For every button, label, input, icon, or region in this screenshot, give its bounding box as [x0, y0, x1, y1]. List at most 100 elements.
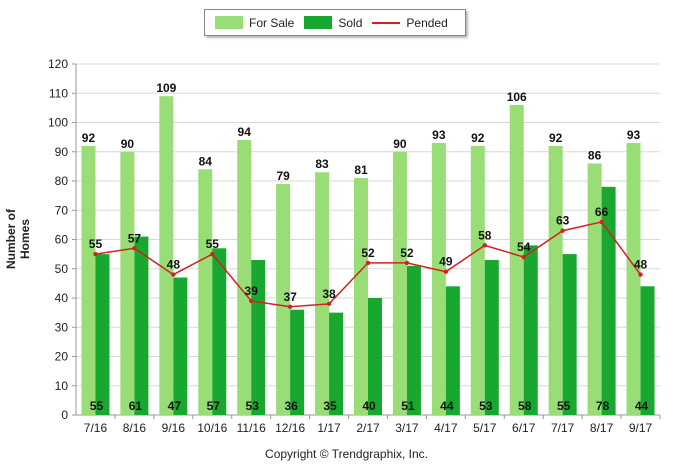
- y-tick-label: 0: [61, 408, 68, 422]
- bar-for-sale: [276, 183, 291, 415]
- bar-sold: [562, 254, 577, 415]
- data-label-sold: 35: [323, 399, 337, 413]
- data-label-sold: 58: [518, 399, 532, 413]
- bar-sold: [484, 259, 499, 415]
- bar-for-sale: [509, 104, 524, 415]
- bar-for-sale: [431, 142, 446, 415]
- data-label-for-sale: 81: [354, 163, 368, 177]
- legend-label-sold: Sold: [338, 15, 363, 30]
- data-label-sold: 44: [440, 399, 454, 413]
- bar-for-sale: [587, 163, 602, 415]
- bar-for-sale: [198, 169, 213, 415]
- data-label-sold: 40: [362, 399, 376, 413]
- bar-for-sale: [392, 151, 407, 415]
- data-label-for-sale: 83: [315, 157, 329, 171]
- bar-for-sale: [120, 151, 135, 415]
- x-tick-label: 7/16: [84, 421, 108, 435]
- x-tick-label: 2/17: [356, 421, 380, 435]
- data-label-sold: 53: [246, 399, 260, 413]
- x-tick-label: 11/16: [237, 421, 266, 435]
- bar-sold: [406, 265, 421, 415]
- data-label-sold: 57: [207, 399, 221, 413]
- data-label-pended: 48: [167, 258, 181, 272]
- point-pended: [132, 246, 137, 251]
- data-label-pended: 55: [206, 237, 220, 251]
- data-label-sold: 78: [596, 399, 610, 413]
- bar-for-sale: [237, 140, 252, 416]
- point-pended: [560, 228, 565, 233]
- data-label-for-sale: 92: [549, 131, 563, 145]
- point-pended: [521, 254, 526, 260]
- data-label-pended: 57: [128, 231, 142, 245]
- data-label-for-sale: 109: [156, 81, 176, 95]
- data-label-for-sale: 93: [627, 128, 641, 142]
- y-tick-label: 20: [55, 350, 69, 364]
- bar-for-sale: [159, 96, 174, 416]
- data-label-pended: 66: [595, 205, 609, 219]
- bar-sold: [290, 309, 305, 415]
- bar-sold: [251, 259, 266, 415]
- x-tick-label: 8/16: [123, 421, 147, 435]
- legend-swatch-for-sale: [215, 16, 243, 29]
- data-label-pended: 39: [245, 284, 259, 298]
- y-tick-label: 50: [55, 262, 69, 276]
- y-tick-label: 40: [55, 291, 69, 305]
- point-pended: [638, 272, 643, 277]
- y-tick-label: 30: [55, 320, 69, 334]
- point-pended: [443, 269, 449, 274]
- bar-for-sale: [81, 145, 96, 415]
- bar-for-sale: [354, 178, 368, 415]
- data-label-for-sale: 90: [121, 137, 135, 151]
- data-label-pended: 49: [439, 255, 453, 269]
- data-label-pended: 63: [556, 214, 570, 228]
- data-label-for-sale: 94: [238, 125, 252, 139]
- point-pended: [599, 219, 604, 225]
- data-label-for-sale: 86: [588, 148, 602, 162]
- y-tick-label: 120: [48, 57, 68, 71]
- data-label-for-sale: 92: [82, 131, 96, 145]
- x-tick-label: 4/17: [434, 421, 458, 435]
- point-pended: [93, 251, 98, 257]
- data-label-pended: 37: [283, 290, 297, 304]
- bar-sold: [601, 186, 616, 415]
- point-pended: [326, 301, 332, 307]
- x-tick-label: 9/16: [162, 421, 186, 435]
- data-label-sold: 51: [401, 399, 415, 413]
- point-pended: [171, 272, 176, 277]
- bar-sold: [212, 248, 227, 415]
- data-label-pended: 38: [322, 287, 336, 301]
- legend-item-sold: Sold: [304, 16, 362, 30]
- point-pended: [482, 243, 487, 248]
- x-tick-label: 5/17: [473, 421, 497, 435]
- bar-sold: [134, 236, 149, 415]
- y-tick-label: 60: [55, 233, 69, 247]
- x-tick-label: 10/16: [197, 421, 227, 435]
- y-tick-label: 90: [55, 145, 69, 159]
- legend-item-for-sale: For Sale: [215, 16, 294, 30]
- data-label-sold: 55: [557, 399, 571, 413]
- bar-sold: [640, 286, 655, 415]
- x-tick-label: 12/16: [275, 421, 305, 435]
- data-label-for-sale: 84: [199, 154, 213, 168]
- data-label-for-sale: 90: [393, 137, 407, 151]
- data-label-pended: 48: [634, 258, 648, 272]
- x-tick-label: 1/17: [317, 421, 341, 435]
- data-label-pended: 52: [400, 246, 414, 260]
- bar-for-sale: [548, 145, 563, 415]
- data-label-pended: 58: [478, 228, 492, 242]
- bar-sold: [445, 286, 460, 415]
- x-tick-label: 3/17: [395, 421, 419, 435]
- data-label-sold: 44: [635, 399, 649, 413]
- bar-sold: [523, 245, 538, 415]
- point-pended: [287, 304, 293, 309]
- bar-sold: [95, 254, 110, 415]
- data-label-sold: 53: [479, 399, 493, 413]
- point-pended: [210, 251, 215, 257]
- data-label-for-sale: 93: [432, 128, 446, 142]
- y-tick-label: 110: [49, 86, 68, 100]
- data-label-pended: 52: [361, 246, 375, 260]
- x-tick-label: 9/17: [629, 421, 653, 435]
- x-tick-label: 7/17: [551, 421, 575, 435]
- data-label-sold: 55: [90, 399, 104, 413]
